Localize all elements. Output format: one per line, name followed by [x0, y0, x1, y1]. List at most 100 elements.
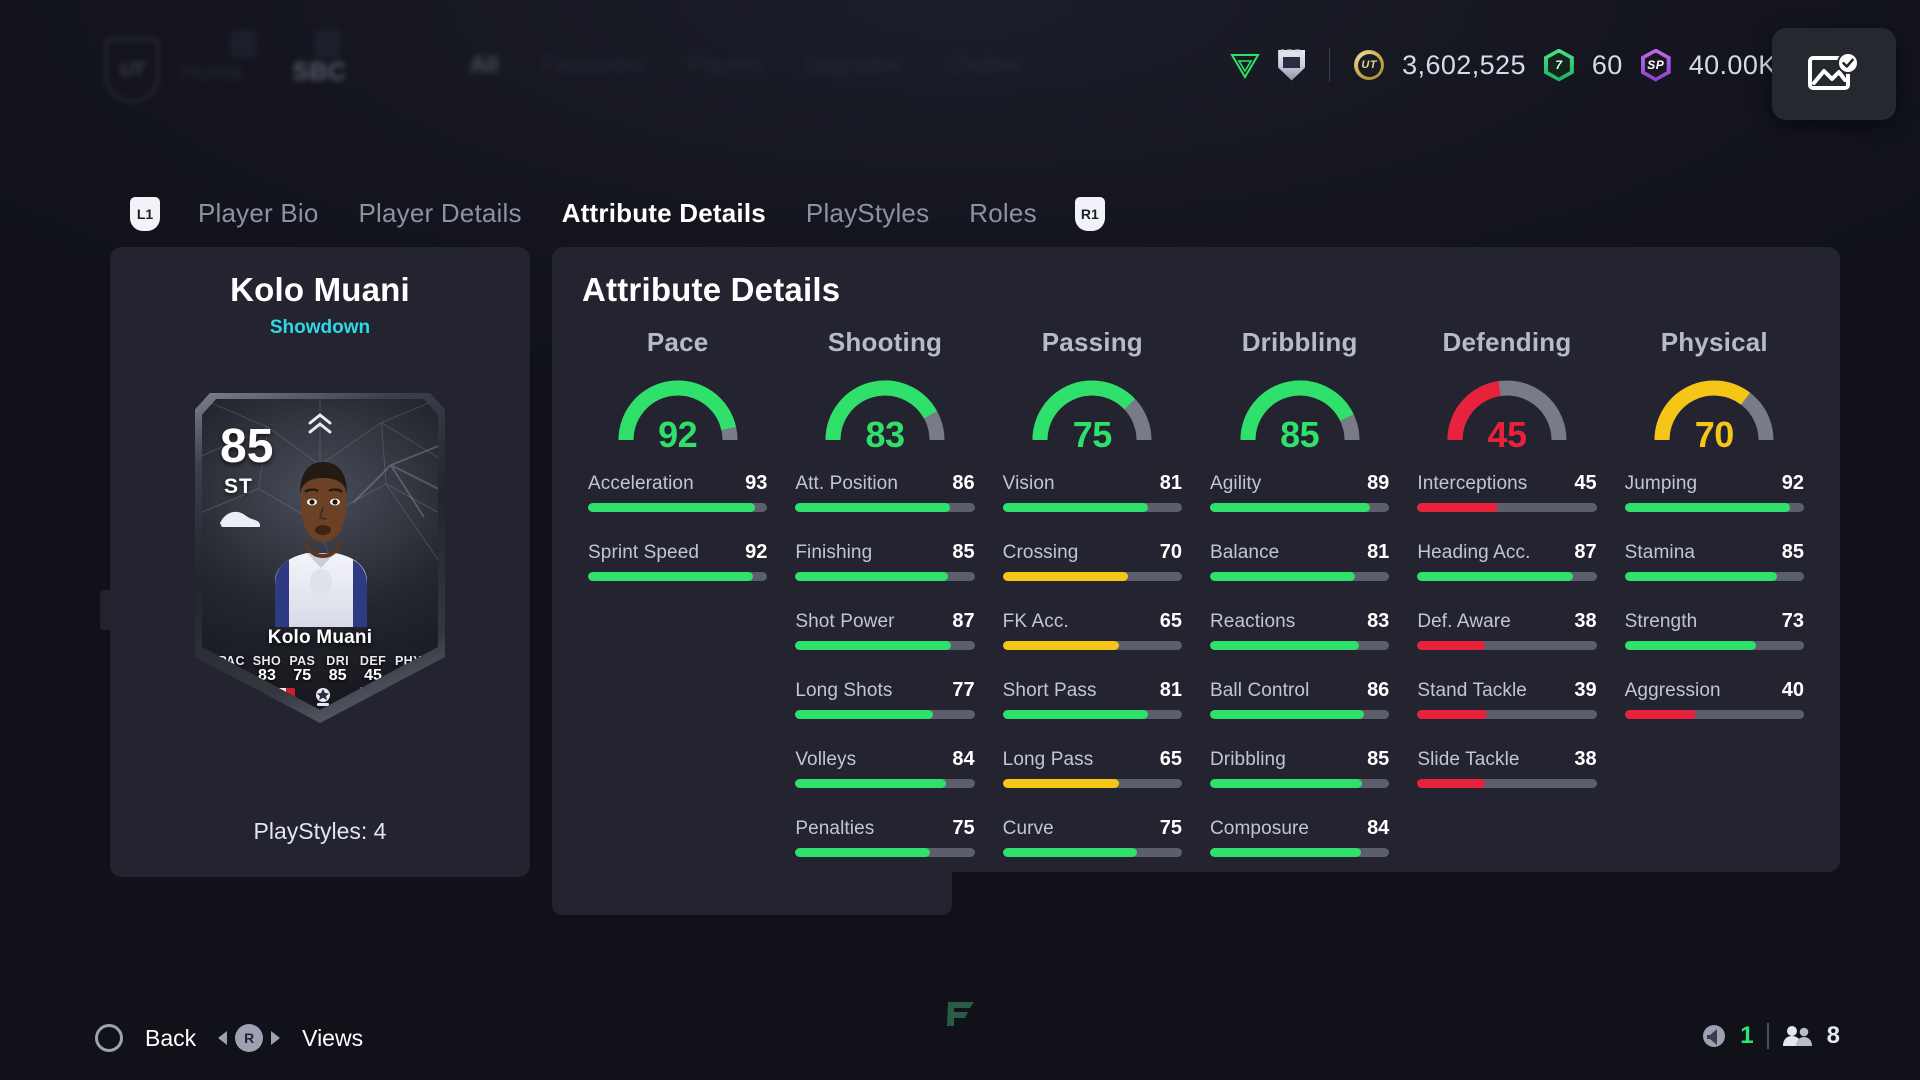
attribute-row: Volleys 84: [795, 748, 975, 788]
attribute-value: 81: [1159, 679, 1182, 701]
attribute-label: Composure: [1209, 818, 1310, 839]
attribute-label: Curve: [1002, 818, 1054, 839]
gauge-shooting: 83: [815, 368, 955, 455]
gauge-value: 75: [1072, 414, 1113, 455]
views-prev-icon[interactable]: [218, 1031, 228, 1045]
views-label[interactable]: Views: [302, 1024, 364, 1051]
division-triangle-icon: [1230, 52, 1260, 79]
card-stat-dri: DRI 85: [322, 654, 353, 685]
ut-coin-icon: UT: [1354, 50, 1385, 80]
attribute-bar: [1002, 641, 1182, 650]
attribute-column-physical: Physical 70 Jumping 92 Stamina 85 Strength 73 Ag…: [1611, 327, 1818, 886]
attribute-row: Composure 84: [1209, 817, 1390, 857]
attribute-row: Short Pass 81: [1002, 679, 1182, 719]
attribute-value: 45: [1574, 472, 1597, 494]
back-button-icon[interactable]: [95, 1024, 123, 1052]
attribute-details-panel: Attribute Details Pace 92 Acceleration 93 Sp…: [552, 247, 1840, 872]
gauge-value: 45: [1487, 414, 1527, 455]
attribute-row: Shot Power 87: [795, 610, 975, 650]
attribute-value: 65: [1159, 748, 1182, 770]
attribute-label: Long Pass: [1002, 749, 1094, 770]
attribute-bar: [1209, 503, 1390, 512]
attribute-label: Acceleration: [588, 473, 694, 494]
column-heading: Physical: [1660, 327, 1768, 357]
attribute-bar: [1002, 848, 1182, 857]
attribute-value: 84: [1367, 817, 1390, 839]
gauge-value: 85: [1280, 414, 1320, 455]
tab-playstyles[interactable]: PlayStyles: [805, 198, 930, 228]
r1-bumper-icon[interactable]: R1: [1074, 196, 1105, 231]
tab-player-details[interactable]: Player Details: [358, 198, 522, 228]
attribute-row: Interceptions 45: [1417, 472, 1597, 512]
attribute-value: 87: [952, 610, 975, 632]
attribute-value: 38: [1574, 748, 1597, 770]
attribute-label: Reactions: [1209, 611, 1296, 632]
attribute-value: 86: [1367, 679, 1390, 701]
views-next-icon[interactable]: [271, 1031, 281, 1045]
attribute-label: Crossing: [1002, 542, 1079, 563]
background-nav-icons: [230, 30, 340, 58]
screenshot-saved-icon: [1808, 52, 1859, 90]
attribute-value: 84: [952, 748, 975, 770]
attribute-columns: Pace 92 Acceleration 93 Sprint Speed 92 Shooti…: [574, 327, 1818, 886]
tab-attribute-details[interactable]: Attribute Details: [561, 198, 766, 228]
attribute-bar: [1002, 779, 1182, 788]
attribute-label: Balance: [1209, 542, 1280, 563]
attribute-column-pace: Pace 92 Acceleration 93 Sprint Speed 92: [574, 327, 781, 886]
hud-divider: [1329, 48, 1331, 82]
attribute-row: Stamina 85: [1624, 541, 1804, 581]
attribute-value: 81: [1367, 541, 1390, 563]
card-stat-key: PAS: [289, 654, 316, 668]
attribute-value: 75: [1159, 817, 1182, 839]
background-subnav: All Favourites Players Upgrades Challen: [470, 52, 1020, 78]
panel-title: Attribute Details: [582, 271, 841, 308]
attribute-label: Stamina: [1624, 542, 1696, 563]
card-stat-pas: PAS 75: [287, 654, 318, 685]
attribute-bar: [1417, 641, 1597, 650]
attribute-bar: [1417, 779, 1597, 788]
tab-roles[interactable]: Roles: [969, 198, 1037, 228]
attribute-row: Slide Tackle 38: [1417, 748, 1597, 788]
attribute-label: Att. Position: [795, 473, 899, 494]
attribute-bar: [1624, 572, 1804, 581]
attribute-column-shooting: Shooting 83 Att. Position 86 Finishing 85 Shot…: [781, 327, 988, 886]
card-stat-value: 85: [328, 667, 347, 684]
gauge-defending: 45: [1437, 368, 1577, 455]
club-crest-icon: [1278, 49, 1306, 81]
attribute-label: Short Pass: [1002, 680, 1097, 701]
view-tabs[interactable]: L1 Player Bio Player Details Attribute D…: [130, 196, 1105, 231]
attribute-column-dribbling: Dribbling 85 Agility 89 Balance 81 Reactions 83…: [1196, 327, 1403, 886]
card-position: ST: [224, 475, 253, 498]
player-card[interactable]: 85 ST: [195, 393, 445, 723]
attribute-label: Aggression: [1624, 680, 1721, 701]
attribute-label: Agility: [1209, 473, 1262, 494]
attribute-row: FK Acc. 65: [1002, 610, 1182, 650]
back-label[interactable]: Back: [145, 1024, 197, 1051]
card-stat-key: SHO: [252, 654, 282, 668]
player-card-type: Showdown: [269, 317, 371, 338]
footer-bar: Back R Views 1 8: [0, 984, 1920, 1080]
r-stick-icon[interactable]: R: [235, 1024, 264, 1052]
attribute-value: 83: [1367, 610, 1390, 632]
attribute-column-defending: Defending 45 Interceptions 45 Heading Acc. 87…: [1403, 327, 1610, 886]
l1-bumper-icon[interactable]: L1: [130, 196, 160, 231]
players-count: 8: [1826, 1022, 1840, 1049]
attribute-row: Crossing 70: [1002, 541, 1182, 581]
screenshot-saved-toast: [1772, 28, 1896, 120]
attribute-bar: [588, 572, 768, 581]
gauge-value: 92: [658, 414, 698, 455]
attribute-value: 89: [1367, 472, 1390, 494]
attribute-bar: [1002, 503, 1182, 512]
gauge-pace: 92: [608, 368, 748, 455]
views-control[interactable]: R: [218, 1024, 281, 1052]
attribute-value: 40: [1781, 679, 1804, 701]
attribute-rows: Att. Position 86 Finishing 85 Shot Power 87 Lo…: [781, 472, 988, 857]
attribute-bar: [1624, 641, 1804, 650]
attribute-label: Dribbling: [1209, 749, 1286, 770]
card-stat-value: 75: [293, 667, 312, 684]
attribute-row: Curve 75: [1002, 817, 1182, 857]
tab-player-bio[interactable]: Player Bio: [198, 198, 319, 228]
attribute-row: Finishing 85: [795, 541, 975, 581]
attribute-row: Long Pass 65: [1002, 748, 1182, 788]
gauge-physical: 70: [1644, 368, 1784, 455]
